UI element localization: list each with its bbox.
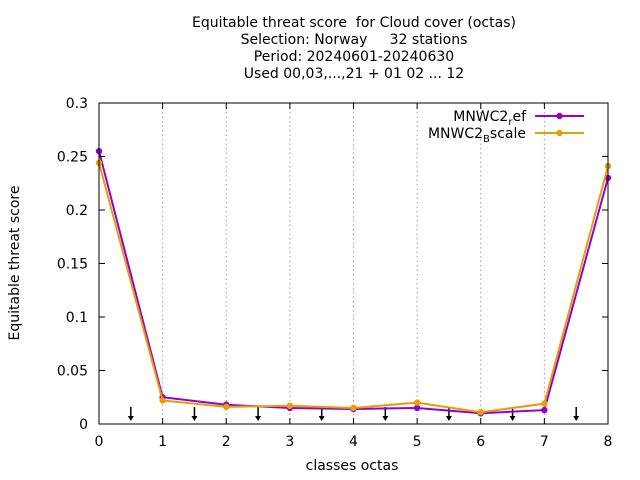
y-tick-label: 0.05 [57, 364, 88, 380]
y-tick-label: 0.2 [66, 203, 88, 219]
y-tick-label: 0.25 [57, 150, 88, 166]
arrow-head [573, 416, 580, 421]
y-tick-label: 0.15 [57, 257, 88, 273]
title-line-3: Period: 20240601-20240630 [253, 49, 455, 65]
legend-entry-2: MNWC2Bscale [428, 126, 584, 145]
data-point [541, 400, 548, 407]
title-line-2: Selection: Norway 32 stations [240, 32, 468, 48]
legend-entry-1: MNWC2ref [453, 109, 584, 128]
series-1 [95, 147, 612, 417]
data-point [350, 404, 357, 412]
legend-swatch-marker [556, 129, 563, 137]
title-line-4: Used 00,03,...,21 + 01 02 ... 12 [243, 66, 465, 82]
x-tick-label: 1 [158, 434, 167, 450]
class-boundary-arrow [573, 407, 580, 421]
x-tick-label: 3 [285, 434, 294, 450]
data-point [413, 404, 421, 412]
legend-label-subscript: B [483, 134, 490, 145]
legend-label: MNWC2Bscale [428, 126, 526, 145]
legend-label-base: MNWC2 [453, 109, 508, 125]
x-tick-label: 2 [222, 434, 231, 450]
title-line-1: Equitable threat score for Cloud cover (… [192, 15, 516, 31]
legend-swatch-marker [556, 112, 563, 120]
x-tick-label: 8 [604, 434, 613, 450]
data-point [223, 403, 230, 411]
x-tick-label: 5 [413, 434, 422, 450]
x-tick-label: 0 [95, 434, 104, 450]
chart-title: Equitable threat score for Cloud cover (… [100, 15, 608, 83]
data-point [541, 406, 548, 414]
arrow-head [509, 416, 516, 421]
data-point [477, 409, 484, 416]
legend-label-tail: scale [490, 126, 526, 142]
legend-label-subscript: r [508, 117, 513, 128]
legend-label-base: MNWC2 [428, 126, 483, 142]
axes-frame [98, 102, 609, 425]
class-boundary-arrow [255, 407, 262, 421]
class-boundary-arrow [191, 407, 198, 421]
arrow-head [318, 416, 325, 421]
y-tick-label: 0 [79, 417, 88, 433]
data-point [413, 399, 421, 406]
arrow-head [445, 416, 452, 421]
x-tick-label: 4 [349, 434, 358, 450]
arrow-head [255, 416, 262, 421]
x-tick-label: 7 [540, 434, 549, 450]
class-boundary-arrow [445, 407, 452, 421]
arrow-head [127, 416, 134, 421]
data-point [159, 397, 166, 404]
x-axis-label: classes octas [305, 458, 399, 474]
y-tick-label: 0.3 [66, 96, 88, 112]
legend-label: MNWC2ref [453, 109, 527, 128]
data-point [286, 402, 294, 410]
legend-label-tail: ef [512, 109, 527, 125]
y-tick-label: 0.1 [66, 310, 88, 326]
class-boundary-arrow [127, 407, 134, 421]
arrow-head [191, 416, 198, 421]
x-tick-label: 6 [476, 434, 485, 450]
arrow-head [382, 416, 389, 421]
